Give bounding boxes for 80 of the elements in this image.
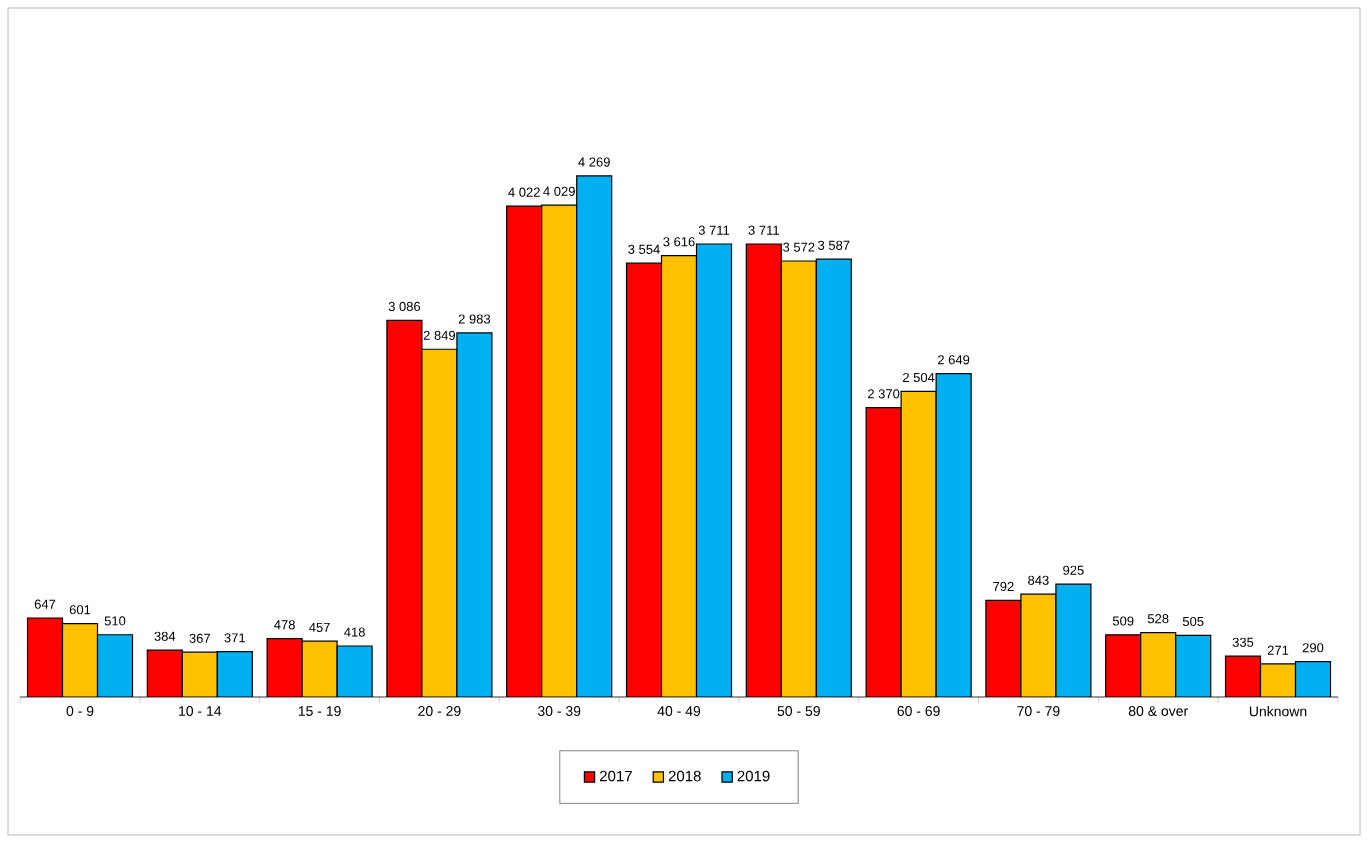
data-label: 3 711 [698,225,730,235]
data-label: 3 554 [628,244,660,254]
bar [781,260,817,697]
x-tick-label: 70 - 79 [1017,706,1060,716]
data-label: 384 [154,631,176,641]
data-label: 505 [1182,616,1204,627]
bar [97,634,133,697]
data-label: 528 [1147,614,1169,624]
bar [696,244,732,697]
bar [27,618,63,697]
data-label: 371 [224,633,246,643]
x-tick-label: 50 - 59 [777,706,820,716]
bar [1294,661,1332,697]
x-tick-label: 40 - 49 [657,706,701,716]
x-tick-label: 0 - 9 [66,706,94,716]
data-label: 4 022 [508,187,540,197]
x-tick-label: 80 & over [1128,706,1188,716]
data-label: 3 616 [663,237,695,247]
data-label: 509 [1112,616,1134,626]
bar [182,652,218,697]
data-label: 792 [993,581,1014,592]
data-label: 601 [69,605,91,615]
data-label: 2 983 [458,314,491,324]
bar [456,332,492,697]
bar [506,206,542,697]
data-label: 367 [189,633,210,643]
bar [816,259,852,697]
bar [302,641,338,697]
data-label: 2 849 [423,330,456,340]
x-tick-label: 60 - 69 [897,706,940,716]
x-tick-label: 15 - 19 [298,706,341,716]
bar [746,244,782,697]
bar [147,650,183,697]
data-label: 3 587 [818,240,850,250]
data-label: 478 [274,620,295,630]
bar [1105,634,1141,697]
data-label: 925 [1063,565,1084,575]
bar [626,263,662,697]
bar [576,175,612,697]
data-label: 3 086 [388,301,421,312]
bar [62,623,98,697]
bar [985,600,1021,697]
data-label: 2 649 [938,355,970,365]
legend-label: 2017 [599,770,632,782]
bar [217,651,253,697]
bar [386,320,422,697]
data-label: 457 [309,622,330,632]
data-label: 4 269 [578,157,610,167]
bar [1140,632,1176,697]
data-label: 271 [1267,645,1289,655]
bar [1224,655,1262,697]
bar [901,391,937,697]
bar [661,255,697,697]
legend-label: 2019 [737,770,770,782]
bar [866,407,902,697]
x-tick-label: Unknown [1249,706,1307,717]
legend-label: 2018 [668,770,701,782]
data-label: 3 711 [748,225,779,235]
bar [1055,584,1091,697]
bar [267,638,303,697]
data-label: 418 [344,627,365,637]
data-label: 2 370 [868,389,900,399]
bar [421,349,457,697]
x-tick-label: 10 - 14 [179,706,222,716]
data-label: 510 [104,616,126,626]
bar [936,373,972,697]
x-tick-label: 20 - 29 [418,706,461,716]
data-label: 2 504 [903,372,935,383]
bar [337,645,373,697]
data-label: 3 572 [783,242,815,252]
data-label: 335 [1232,637,1254,647]
bar [1020,594,1056,697]
data-label: 290 [1302,643,1324,653]
data-label: 843 [1028,575,1049,585]
bar [541,205,577,697]
data-label: 647 [34,599,56,609]
data-label: 4 029 [543,186,575,196]
bar [1259,663,1297,697]
x-tick-label: 30 - 39 [537,706,581,716]
bar [1175,635,1211,697]
